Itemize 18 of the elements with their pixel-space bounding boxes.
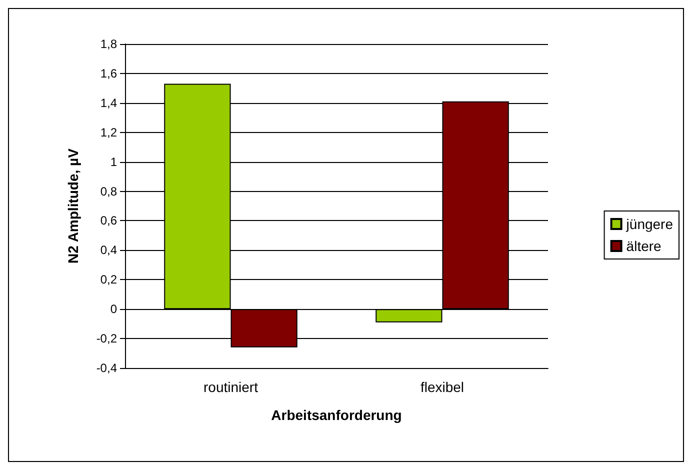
x-tick-label: flexibel (420, 379, 464, 395)
legend-label: jüngere (625, 216, 674, 232)
y-tick-label: 1,4 (100, 96, 118, 110)
y-tick-label: 1,6 (100, 66, 118, 80)
y-tick-label: 0,6 (100, 214, 118, 228)
y-tick-label: 0 (110, 302, 118, 316)
y-tick-label: 1,8 (100, 37, 118, 51)
y-tick-label: -0,4 (96, 361, 118, 375)
y-tick-label: 0,8 (100, 184, 118, 198)
y-tick-label: -0,2 (96, 332, 118, 346)
y-tick-label: 1,2 (100, 125, 118, 140)
y-tick-label: 0,4 (100, 243, 118, 258)
y-axis-title: N2 Amplitude, µV (65, 148, 81, 264)
legend-label: ältere (626, 238, 662, 254)
y-tick-label: 1 (110, 154, 118, 169)
x-axis-title: Arbeitsanforderung (271, 407, 402, 423)
y-tick-label: 0,2 (100, 272, 118, 287)
x-tick-label: routiniert (204, 379, 258, 395)
